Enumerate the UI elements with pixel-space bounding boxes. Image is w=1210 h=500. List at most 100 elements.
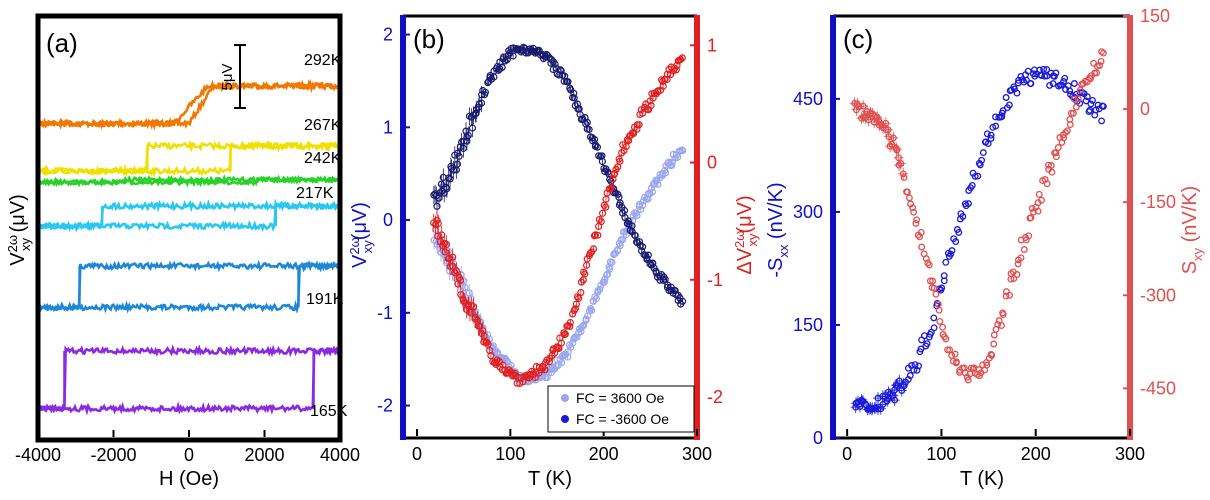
data-point (1066, 87, 1074, 95)
data-point (1027, 80, 1035, 88)
data-point (567, 343, 575, 351)
panel-b-left-tick-label: -1 (377, 303, 393, 323)
data-point (564, 78, 572, 86)
data-point (858, 396, 866, 404)
panel-c-x-ticks: 0 100 200 300 (842, 429, 1145, 464)
panel-b-xtick-label: 200 (589, 444, 619, 464)
panel-c-right-label-unit: (nV/K) (1179, 186, 1201, 248)
panel-b-series (430, 43, 687, 387)
panel-c-left-tick-label: 300 (793, 202, 823, 222)
data-point (942, 258, 950, 266)
data-point (1040, 65, 1048, 73)
data-point (593, 143, 602, 151)
panel-a-ylabel-unit: (μV) (7, 194, 29, 238)
loop-217K-up (37, 198, 341, 233)
data-point (595, 216, 604, 224)
data-point (449, 253, 457, 261)
loop-label-267K: 267K (304, 117, 342, 134)
panel-a-ylabel-sup: 2ω (5, 235, 20, 252)
data-point (560, 77, 568, 85)
data-point (480, 332, 488, 340)
panel-c-left-label: -Sxx (nV/K) (765, 182, 791, 277)
data-point (441, 248, 449, 256)
data-point (660, 276, 668, 284)
panel-b-legend-box (547, 385, 695, 433)
data-point (976, 161, 984, 169)
panel-c: (c) 0 100 200 300 0 150 300 450 -450 -300 -150 0 1… (765, 6, 1205, 490)
panel-c-right-ticks: -450 -300 -150 0 150 (1123, 6, 1176, 398)
data-point (537, 366, 545, 374)
data-point (865, 116, 872, 124)
legend-marker-fc-minus (561, 415, 569, 423)
data-point (1024, 67, 1032, 75)
data-point (592, 294, 601, 303)
data-point (1052, 153, 1060, 161)
data-point (608, 258, 616, 267)
data-point (1017, 254, 1025, 262)
panel-c-series-0 (850, 65, 1107, 416)
data-point (947, 250, 955, 258)
panel-b-right-tick-label: -2 (707, 387, 723, 407)
panel-b-left-tick-label: -2 (377, 396, 393, 416)
panel-b-left-tick-label: 1 (383, 117, 393, 137)
panel-a-x-ticks: -4000 -2000 0 2000 4000 (15, 430, 360, 465)
panel-b-xlabel: T (K) (528, 468, 572, 490)
data-point (468, 124, 477, 132)
panel-b-left-ticks: -2 -1 0 1 2 (377, 25, 410, 416)
data-point (936, 317, 944, 325)
data-point (951, 350, 959, 358)
data-point (900, 382, 908, 390)
data-point (1045, 161, 1052, 169)
data-point (446, 262, 454, 270)
panel-a-ylabel: V2ωxy (μV) (5, 194, 33, 265)
panel-b-left-label-unit: (μV) (349, 202, 371, 240)
data-point (1060, 78, 1068, 85)
data-point (938, 284, 946, 292)
data-point (620, 206, 629, 215)
data-point (439, 241, 447, 249)
panel-b-xtick-label: 0 (412, 444, 422, 464)
data-point (678, 147, 687, 155)
data-point (639, 201, 647, 209)
data-point (470, 303, 478, 311)
data-point (503, 55, 511, 64)
data-point (1087, 75, 1094, 83)
panel-c-left-label-unit: (nV/K) (765, 182, 787, 244)
data-point (649, 260, 657, 268)
data-point (585, 125, 593, 134)
data-point (578, 322, 587, 330)
panel-c-right-label-sub: xy (1190, 247, 1205, 261)
data-point (606, 185, 614, 193)
data-point (551, 60, 559, 68)
data-point (926, 277, 934, 285)
data-point (1043, 66, 1051, 74)
data-point (466, 308, 474, 316)
panel-b-legend: FC = 3600 Oe FC = -3600 Oe (547, 385, 695, 433)
data-point (467, 113, 475, 121)
data-point (1013, 89, 1021, 97)
data-point (624, 217, 632, 225)
data-point (929, 277, 937, 285)
data-point (891, 396, 899, 404)
data-point (594, 231, 602, 239)
scale-bar-label: 5μV (219, 64, 236, 91)
data-point (990, 340, 998, 348)
panel-a-label: (a) (46, 28, 78, 58)
data-point (1074, 95, 1082, 103)
data-point (913, 366, 921, 374)
data-point (623, 136, 632, 144)
data-point (968, 181, 976, 189)
data-point (906, 372, 914, 379)
data-point (1093, 69, 1101, 77)
data-point (472, 109, 480, 117)
data-point (434, 220, 442, 228)
data-point (1066, 121, 1074, 129)
data-point (994, 320, 1002, 328)
data-point (1070, 80, 1078, 87)
data-point (983, 130, 991, 138)
panel-b-series-2 (430, 54, 686, 387)
data-point (487, 352, 495, 360)
panel-c-xlabel: T (K) (960, 468, 1004, 490)
panel-a-xtick-label: 4000 (320, 445, 360, 465)
